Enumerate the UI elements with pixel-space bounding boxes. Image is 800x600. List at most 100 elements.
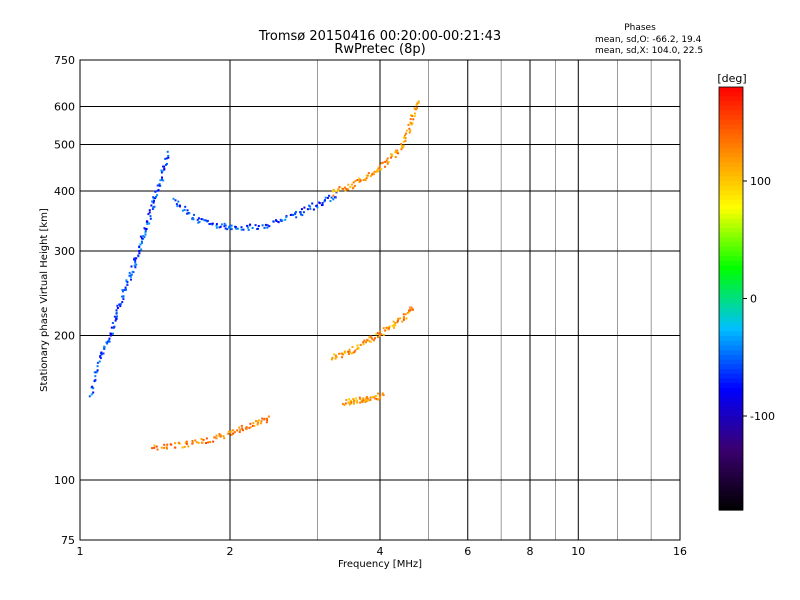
data-point — [338, 186, 341, 188]
data-point — [378, 165, 381, 168]
colorbar-band — [719, 190, 743, 196]
data-point — [408, 131, 411, 134]
y-tick-label: 75 — [61, 534, 75, 547]
data-point — [411, 122, 414, 125]
data-point — [386, 157, 389, 160]
data-point — [377, 170, 379, 173]
data-point — [375, 333, 378, 336]
data-point — [220, 223, 223, 226]
colorbar-tick-label: -100 — [750, 410, 775, 423]
data-point — [359, 179, 362, 182]
data-point — [334, 196, 337, 199]
data-point — [115, 309, 118, 312]
data-point — [337, 188, 340, 191]
data-point — [201, 218, 204, 221]
stats-x-mode: mean, sd,X: 104.0, 22.5 — [595, 46, 703, 56]
data-point — [266, 224, 269, 227]
data-point — [167, 154, 170, 157]
data-point — [410, 306, 413, 309]
data-point — [207, 441, 210, 444]
data-point — [218, 226, 221, 229]
data-point — [353, 402, 355, 405]
colorbar-band — [719, 275, 743, 281]
data-point — [125, 279, 128, 282]
colorbar-band — [719, 260, 743, 267]
data-point — [326, 196, 329, 199]
colorbar-band — [719, 491, 743, 497]
colorbar-band — [719, 138, 743, 144]
colorbar-band — [719, 148, 743, 154]
data-point — [394, 324, 397, 327]
data-point — [338, 352, 341, 355]
data-point — [191, 217, 194, 220]
data-point — [152, 201, 155, 204]
colorbar-band — [719, 171, 743, 177]
data-point — [110, 332, 113, 335]
data-point — [371, 173, 374, 176]
data-point — [113, 315, 116, 318]
data-point — [334, 354, 337, 357]
data-point — [240, 226, 243, 229]
data-point — [146, 223, 149, 225]
data-point — [141, 242, 143, 244]
data-point — [344, 186, 346, 189]
data-point — [369, 335, 372, 338]
data-point — [124, 288, 127, 291]
data-point — [233, 431, 236, 434]
data-point — [93, 371, 96, 374]
data-point — [160, 171, 163, 174]
data-point — [404, 139, 407, 142]
data-point — [141, 237, 143, 240]
y-tick-label: 100 — [54, 474, 75, 487]
data-point — [152, 207, 155, 210]
data-point — [230, 433, 233, 436]
data-point — [177, 200, 180, 203]
data-point — [257, 419, 260, 422]
data-point — [408, 309, 410, 312]
data-point — [374, 337, 376, 340]
data-point — [121, 301, 124, 304]
data-point — [88, 395, 91, 398]
data-point — [144, 233, 147, 236]
data-point — [218, 434, 221, 437]
colorbar-band — [719, 199, 743, 206]
data-point — [134, 259, 137, 262]
data-point — [356, 179, 359, 181]
colorbar-band — [719, 331, 743, 337]
data-point — [106, 342, 109, 345]
colorbar-band — [719, 458, 743, 464]
data-point — [255, 420, 257, 423]
colorbar-band — [719, 166, 743, 173]
data-point — [359, 397, 362, 400]
data-point — [347, 353, 350, 355]
colorbar-band — [719, 439, 743, 445]
data-point — [139, 243, 142, 246]
data-point — [364, 401, 367, 403]
data-point — [316, 206, 319, 209]
data-point — [158, 183, 161, 186]
data-point — [405, 317, 408, 320]
data-point — [367, 399, 370, 402]
colorbar-band — [719, 129, 743, 135]
data-point — [138, 246, 141, 249]
data-point — [248, 426, 251, 429]
data-point — [187, 445, 190, 448]
data-point — [153, 444, 156, 447]
data-point — [162, 165, 164, 168]
colorbar-band — [719, 378, 743, 384]
data-point — [116, 315, 118, 318]
data-point — [414, 112, 416, 115]
data-point — [417, 100, 420, 103]
data-point — [191, 440, 194, 442]
colorbar-band — [719, 228, 743, 234]
colorbar-band — [719, 481, 743, 488]
colorbar-band — [719, 411, 743, 417]
data-point — [394, 322, 397, 324]
data-point — [351, 346, 354, 348]
data-point — [144, 229, 147, 232]
data-point — [362, 343, 365, 346]
data-point — [347, 401, 350, 404]
data-point — [143, 236, 146, 238]
data-point — [359, 401, 362, 404]
data-point — [224, 227, 227, 230]
